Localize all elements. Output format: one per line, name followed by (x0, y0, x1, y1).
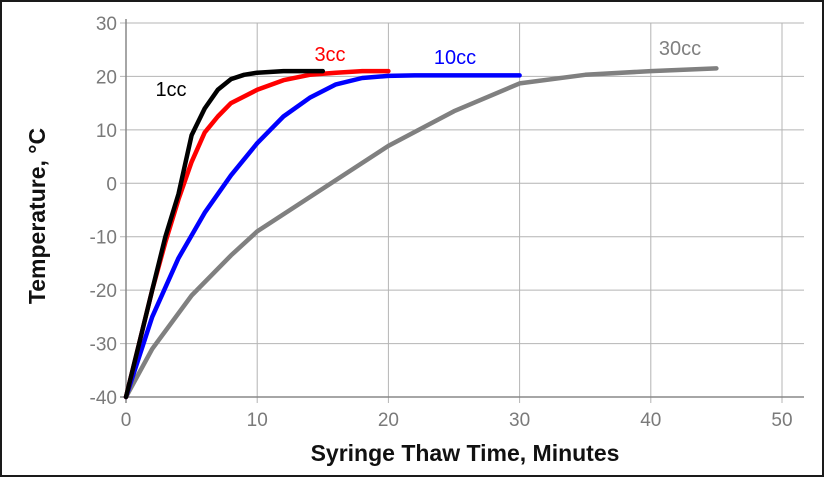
series-lines (123, 66, 719, 400)
y-tick-label: 30 (96, 14, 117, 35)
series-label-1cc: 1cc (155, 79, 186, 101)
x-tick-label: 50 (771, 410, 792, 431)
series-labels: 1cc 3cc 10cc 30cc (155, 38, 701, 101)
series-line-10cc (123, 73, 522, 400)
y-tick-label: 20 (96, 67, 117, 88)
y-tick-label: -10 (90, 228, 117, 249)
series-line-30cc (123, 66, 719, 400)
y-axis-title: Temperature, °C (24, 128, 50, 304)
x-tick-label: 10 (247, 410, 268, 431)
series-line-1cc (123, 68, 326, 400)
series-label-3cc: 3cc (314, 44, 345, 66)
x-tick-label: 40 (640, 410, 661, 431)
y-tick-label: -40 (90, 388, 117, 409)
x-tick-label: 30 (509, 410, 530, 431)
y-tick-label: 0 (106, 174, 117, 195)
series-label-30cc: 30cc (659, 38, 701, 60)
x-axis-title: Syringe Thaw Time, Minutes (311, 440, 620, 466)
y-tick-label: 10 (96, 121, 117, 142)
x-tick-label: 0 (121, 410, 132, 431)
y-tick-label: -30 (90, 335, 117, 356)
tick-labels: 0 10 20 30 40 50 -40 -30 -20 -10 0 10 20 30 (90, 14, 793, 431)
series-label-10cc: 10cc (434, 47, 476, 69)
y-tick-label: -20 (90, 281, 117, 302)
x-tick-label: 20 (378, 410, 399, 431)
